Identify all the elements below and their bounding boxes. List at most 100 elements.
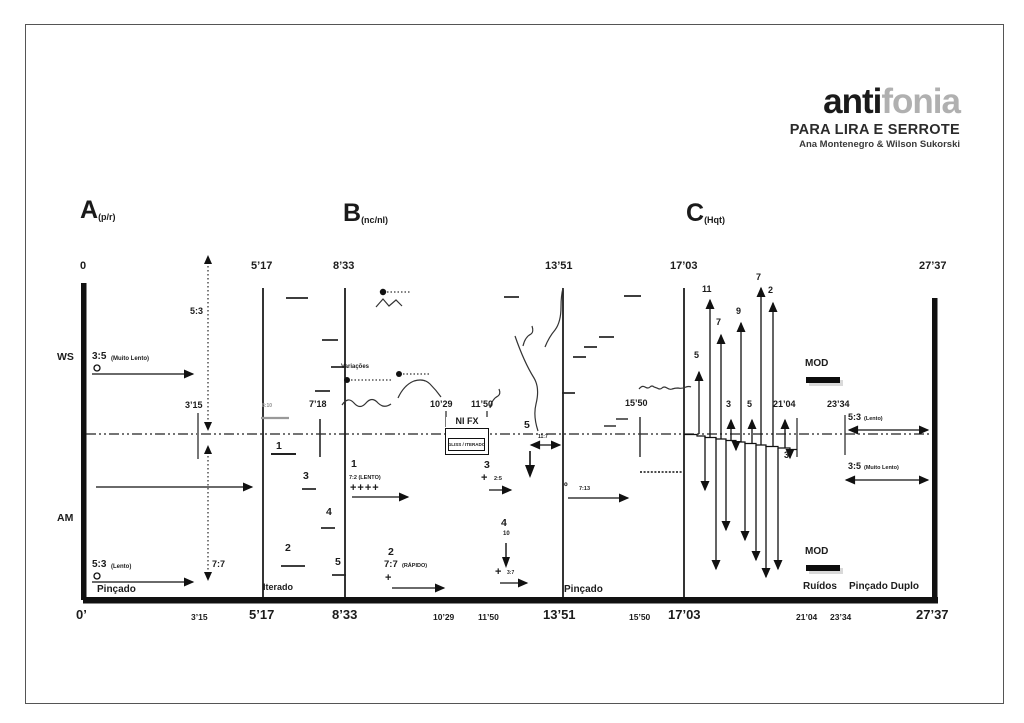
page-title: antifonia	[790, 82, 961, 121]
technique-pincado-duplo: Pinçado Duplo	[849, 581, 919, 592]
ratio-77-rapido: 7:7	[384, 559, 398, 570]
tiny-810: 8:10	[262, 403, 273, 409]
time-bottom-2104: 21’04	[796, 612, 818, 622]
tempo-lento-right: (Lento)	[864, 416, 883, 422]
ratio-ws: 3:5	[92, 351, 107, 362]
c-num-2: 2	[768, 285, 774, 295]
mod-bar-top	[806, 377, 840, 383]
nifx-box: GLISS / ITERADO	[445, 428, 489, 455]
tempo-muito-lento-right: (Muito Lento)	[864, 465, 899, 471]
technique-iterado: Iterado	[263, 582, 294, 592]
performer-ws: WS	[57, 351, 74, 363]
num-2-harm: 2	[388, 546, 394, 558]
time-718: 7’18	[309, 399, 327, 409]
time-2104: 21’04	[773, 399, 796, 409]
c-num-11: 11	[702, 284, 712, 294]
time-2334: 23’34	[827, 399, 850, 409]
c-num-3a: 3	[726, 399, 732, 409]
time-top-833: 8’33	[333, 260, 355, 272]
num-4-harm: 4	[501, 517, 507, 529]
num-3-harm: 3	[484, 459, 490, 471]
ratio-25: 2:5	[494, 476, 502, 482]
plus-mark-3: +	[481, 472, 488, 484]
num-5-iterado: 5	[335, 556, 341, 568]
num-4-iterado: 4	[326, 506, 332, 518]
num-1-harm: 1	[351, 458, 357, 470]
c-num-7a: 7	[716, 317, 722, 327]
ratio-am: 5:3	[92, 559, 107, 570]
title-part-1: anti	[823, 82, 882, 121]
section-a-letter: A	[80, 196, 99, 224]
time-bottom-1703: 17’03	[668, 607, 701, 622]
ratio-35-right: 3:5	[848, 461, 862, 471]
title-part-2: fonia	[881, 82, 961, 121]
time-mid-315: 3’15	[185, 400, 203, 410]
section-c-arrows	[694, 286, 795, 579]
dotted-arrow-lower	[204, 445, 212, 581]
ratio-713: 7:13	[579, 486, 591, 492]
ratio-117: 11:7	[538, 434, 548, 440]
section-c-label: C(Hqt)	[686, 199, 725, 228]
c-num-7b: 7	[756, 272, 762, 282]
time-top-1703: 17’03	[670, 260, 698, 272]
tempo-rapido: (RÁPIDO)	[402, 563, 428, 569]
num-10: 10	[503, 531, 510, 537]
title-block: antifonia PARA LIRA E SERROTE Ana Monten…	[789, 82, 961, 150]
section-b-letter: B	[343, 199, 362, 227]
circle-mark-pincado: º	[564, 482, 568, 493]
dotted-leaders	[351, 291, 684, 473]
variacoes-label: Variações	[341, 364, 370, 370]
plus-mark-4: +	[495, 566, 502, 578]
num-2-iterado: 2	[285, 542, 291, 554]
gesture-curves	[341, 287, 692, 432]
barlines	[81, 283, 938, 604]
section-c-letter: C	[686, 199, 705, 227]
c-num-3b: 3	[784, 450, 790, 460]
time-bottom-1150: 11’50	[478, 612, 499, 622]
mod-label-bottom: MOD	[805, 546, 829, 557]
score-frame	[25, 24, 1004, 704]
ratio-53-right: 5:3	[848, 412, 862, 422]
plus-marks: ++++	[350, 482, 380, 494]
mod-bar-bottom	[806, 565, 840, 571]
time-bottom-0: 0’	[76, 607, 87, 622]
down-arrows-b	[502, 451, 535, 568]
section-b-label: B(nc/nl)	[343, 199, 388, 228]
ratio-37: 3:7	[507, 570, 515, 576]
note-circles	[93, 288, 402, 580]
c-num-5b: 5	[747, 399, 753, 409]
time-1550: 15’50	[625, 398, 648, 408]
time-bottom-1550: 15’50	[629, 612, 651, 622]
num-5-harm: 5	[524, 419, 530, 431]
technique-ruidos: Ruídos	[803, 581, 837, 592]
time-bottom-2334: 23’34	[830, 612, 852, 622]
tempo-ws: (Muito Lento)	[111, 356, 149, 362]
section-a-sub: (p/r)	[98, 212, 116, 222]
dotted-arrow-upper	[204, 255, 212, 431]
ratio-53: 5:3	[190, 306, 204, 316]
mod-label-top: MOD	[805, 358, 829, 369]
time-top-0: 0	[80, 260, 87, 272]
time-bottom-1029: 10’29	[433, 612, 455, 622]
time-bottom-2737: 27’37	[916, 607, 949, 622]
section-b-sub: (nc/nl)	[361, 215, 389, 225]
time-bottom-1351: 13’51	[543, 607, 576, 622]
num-1-iterado: 1	[276, 440, 282, 452]
time-top-517: 5’17	[251, 260, 273, 272]
technique-pincado-b: Pinçado	[564, 584, 603, 595]
subtitle: PARA LIRA E SERROTE	[789, 121, 960, 138]
time-1029: 10’29	[430, 399, 453, 409]
num-3-iterado: 3	[303, 470, 309, 482]
technique-pincado-a: Pinçado	[97, 584, 136, 595]
plus-mark-2: +	[385, 572, 392, 584]
tempo-am: (Lento)	[111, 564, 132, 570]
authors: Ana Montenegro & Wilson Sukorski	[799, 138, 960, 150]
section-c-sub: (Hqt)	[704, 215, 726, 225]
time-ticks	[197, 411, 846, 459]
time-bottom-517: 5’17	[249, 607, 275, 622]
nifx-inner-label: GLISS / ITERADO	[448, 438, 485, 451]
time-bottom-315: 3’15	[191, 612, 208, 622]
time-1150: 11’50	[471, 399, 494, 409]
ratio-72-lento: 7:2 (LENTO)	[349, 475, 381, 481]
